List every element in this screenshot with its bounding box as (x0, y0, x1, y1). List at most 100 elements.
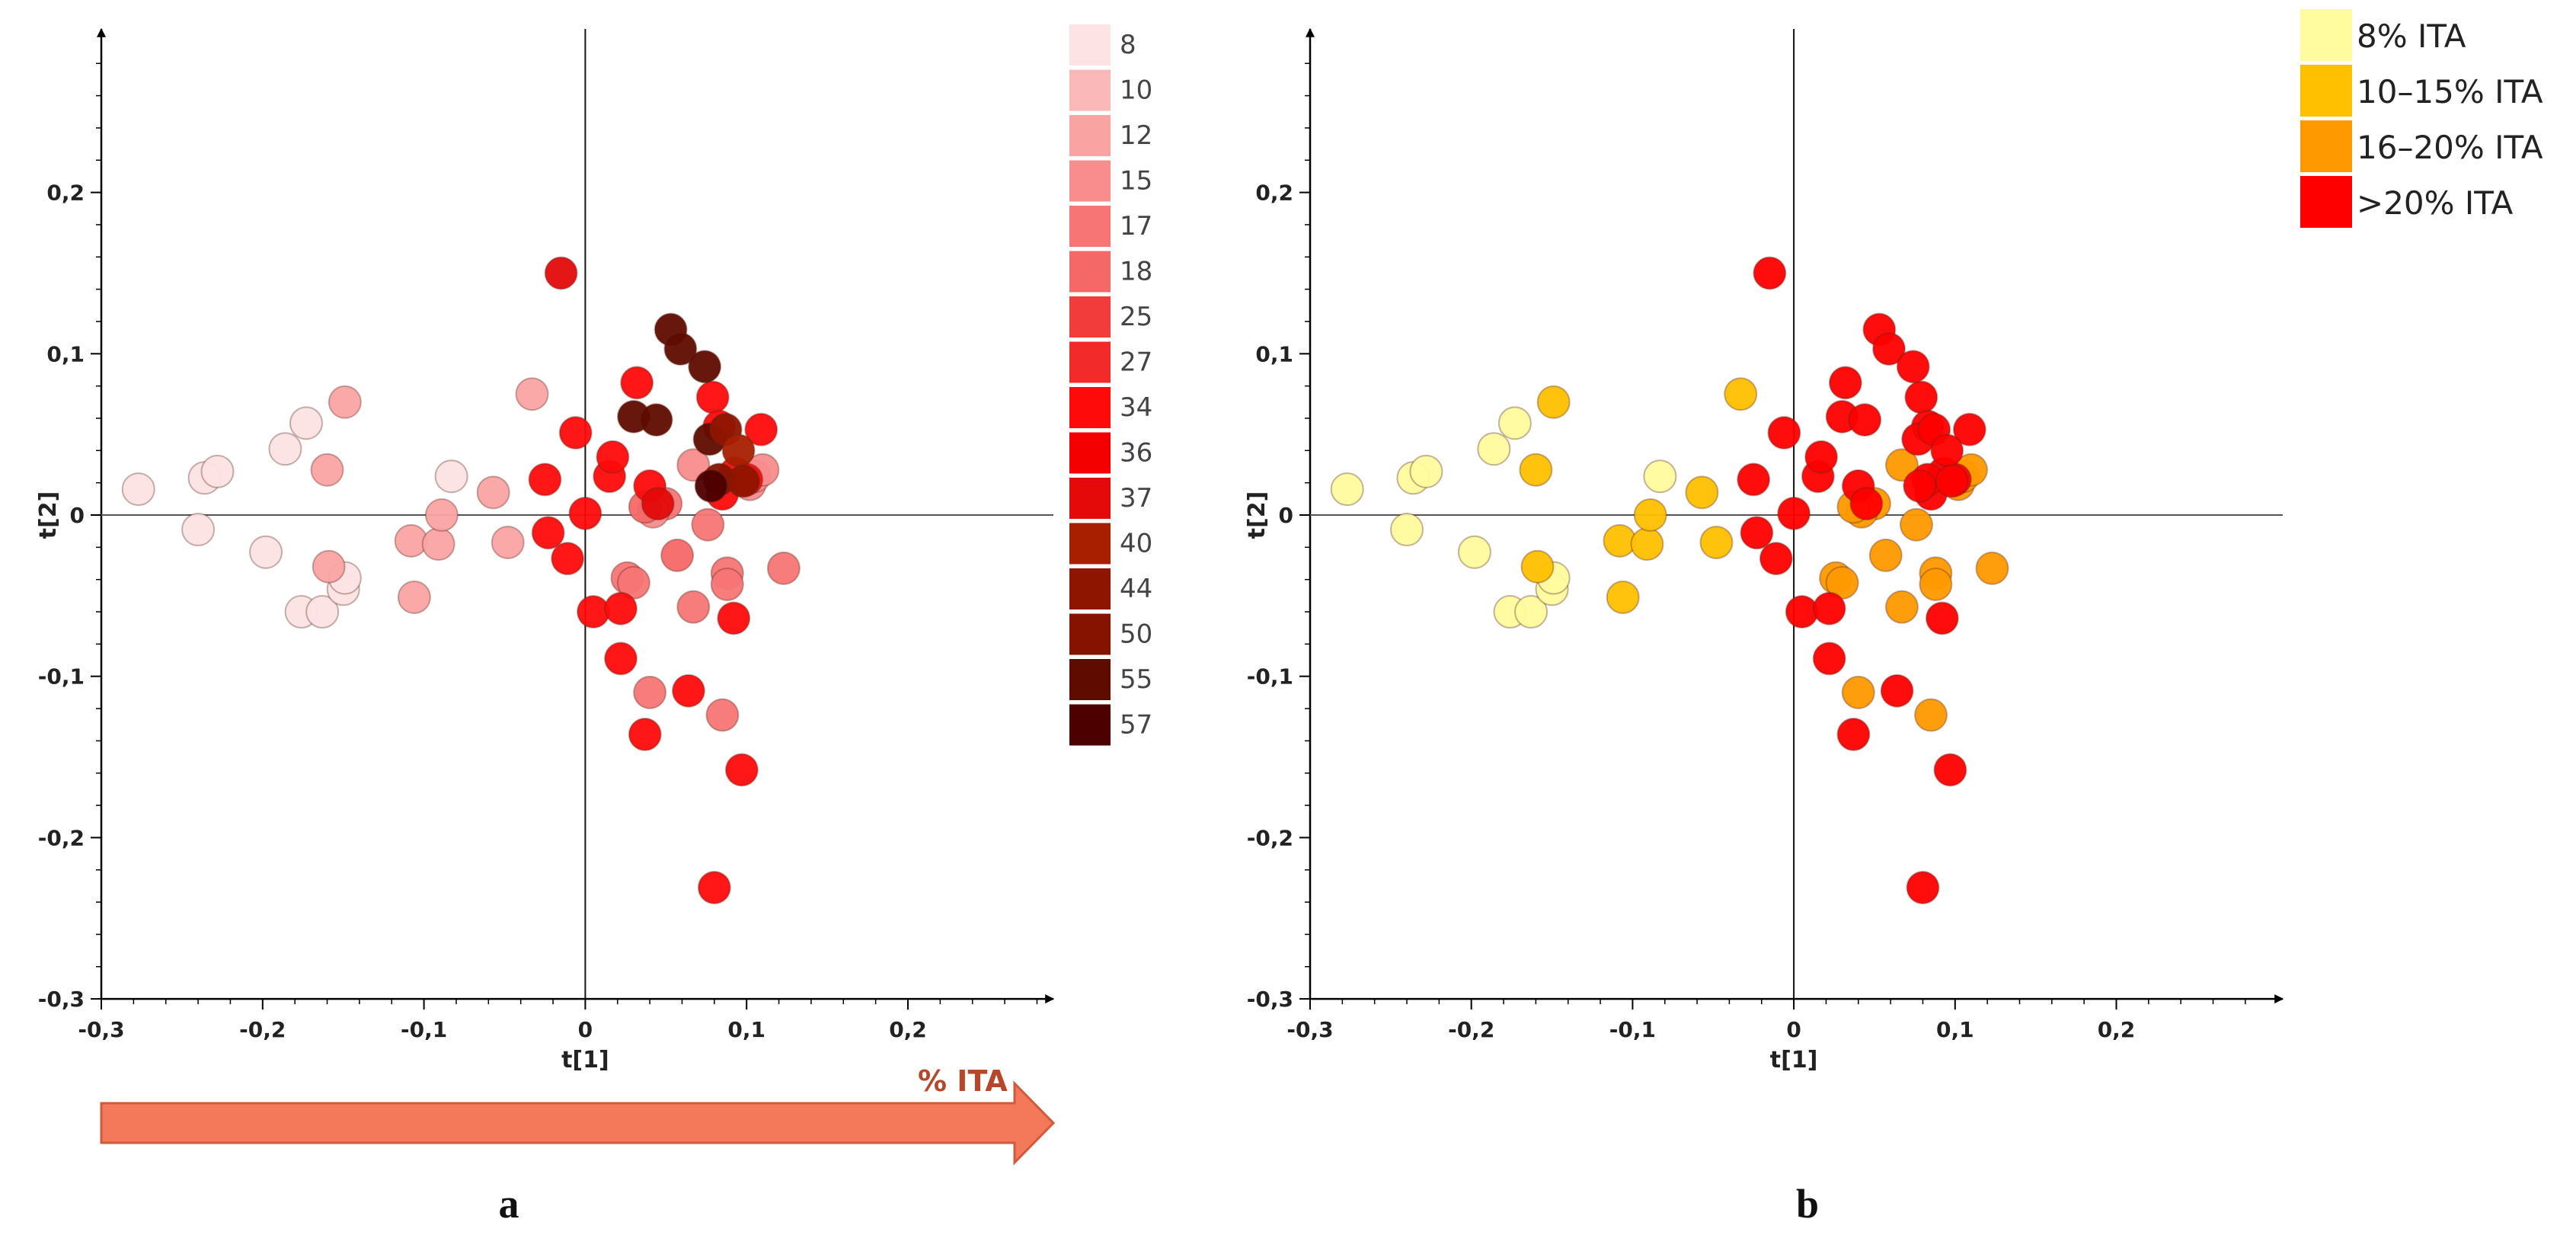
legend-label: 18 (1120, 257, 1152, 287)
legend-swatch (1069, 296, 1111, 338)
y-tick-label: 0,1 (46, 341, 85, 366)
x-tick-label: -0,3 (1286, 1017, 1333, 1042)
data-point (688, 350, 722, 384)
y-tick-label: 0,2 (46, 181, 85, 206)
data-point (1899, 507, 1933, 542)
data-point (628, 717, 662, 751)
data-point (676, 448, 711, 482)
data-point (531, 516, 565, 550)
data-point (1759, 542, 1793, 576)
x-tick-label: -0,2 (1448, 1017, 1494, 1042)
data-point (1906, 871, 1940, 905)
data-point (1884, 448, 1919, 482)
x-tick-label: -0,2 (239, 1017, 286, 1042)
legend-label: 17 (1120, 211, 1152, 242)
data-point (558, 416, 593, 450)
data-point (620, 366, 654, 400)
data-point (1777, 496, 1811, 530)
data-point (1685, 475, 1719, 510)
data-point (1933, 753, 1967, 787)
data-point (641, 487, 675, 521)
data-point (603, 641, 638, 676)
data-point (1836, 717, 1871, 751)
legend-swatch (1069, 115, 1111, 156)
y-axis-label: t[2] (1244, 491, 1270, 539)
data-point (1520, 549, 1555, 584)
legend-label: >20% ITA (2357, 184, 2514, 222)
data-point (1630, 527, 1664, 562)
legend-label: 34 (1120, 392, 1152, 423)
data-point (476, 475, 510, 510)
arrow-label: % ITA (918, 1064, 1008, 1098)
legend-label: 44 (1120, 574, 1152, 604)
data-point (544, 256, 578, 290)
data-point (639, 403, 673, 437)
legend-b: 8% ITA 10–15% ITA 16–20% ITA >20% ITA (2300, 9, 2543, 228)
legend-swatch (1069, 478, 1111, 519)
data-point (694, 469, 728, 503)
data-point (1849, 487, 1884, 521)
data-point (1606, 580, 1640, 614)
x-tick-label: 0 (1786, 1017, 1801, 1042)
data-point (1514, 595, 1548, 629)
data-point (397, 580, 431, 614)
data-point (1536, 385, 1571, 419)
legend-label: 8 (1120, 30, 1136, 60)
x-tick-label: 0,2 (889, 1017, 927, 1042)
legend-swatch (1069, 659, 1111, 700)
data-point (603, 591, 638, 626)
data-point (671, 673, 705, 708)
data-point (1903, 469, 1937, 503)
x-axis-label: t[1] (1770, 1047, 1818, 1073)
legend-swatch (1069, 387, 1111, 428)
data-point (721, 434, 756, 468)
data-point (697, 871, 731, 905)
data-point (1975, 551, 2009, 585)
legend-label: 40 (1120, 529, 1152, 559)
data-point (181, 513, 216, 547)
data-point (421, 527, 455, 562)
data-point (312, 549, 346, 584)
legend-swatch (1069, 206, 1111, 247)
data-point (328, 385, 362, 419)
legend-label: 12 (1120, 120, 1152, 151)
data-point (424, 498, 459, 532)
data-point (1872, 331, 1906, 366)
data-point (1390, 513, 1424, 547)
x-axis-label: t[1] (561, 1047, 609, 1073)
x-tick-label: -0,1 (401, 1017, 447, 1042)
legend-swatch (1069, 523, 1111, 565)
data-point (1737, 462, 1771, 497)
data-point (616, 565, 650, 600)
legend-swatch (1069, 432, 1111, 474)
x-tick-label: -0,1 (1609, 1017, 1656, 1042)
x-tick-label: 0,1 (1936, 1017, 1974, 1042)
data-point (744, 412, 778, 446)
score-plot-a: -0,3 -0,2 -0,1 0 0,1 0,2 -0,3 -0,2 -0,1 0 0,1 0,2 t[… (35, 27, 1055, 1227)
legend-label: 8% ITA (2357, 18, 2466, 55)
legend-label: 50 (1120, 619, 1152, 650)
x-tick-label: 0 (578, 1017, 593, 1042)
data-point (1828, 366, 1862, 400)
data-point (1457, 535, 1491, 569)
y-tick-label: 0,1 (1255, 341, 1293, 366)
data-point (695, 380, 730, 414)
y-tick-label: -0,3 (38, 987, 85, 1012)
data-point (1896, 350, 1930, 384)
y-tick-label: -0,2 (1247, 825, 1293, 850)
data-point (1724, 377, 1758, 411)
legend-swatch (1069, 568, 1111, 610)
legend-label: 37 (1120, 483, 1152, 514)
data-point (660, 538, 695, 572)
data-point (491, 525, 525, 559)
data-point (705, 698, 740, 732)
data-point (200, 454, 235, 488)
legend-swatch (1069, 69, 1111, 111)
legend-label: 57 (1120, 710, 1152, 741)
data-point (633, 675, 667, 709)
data-point (551, 542, 585, 576)
legend-swatch (1069, 24, 1111, 66)
ita-arrow-shape (100, 1080, 1056, 1166)
x-tick-label: 0,2 (2098, 1017, 2136, 1042)
data-point (1884, 590, 1919, 624)
